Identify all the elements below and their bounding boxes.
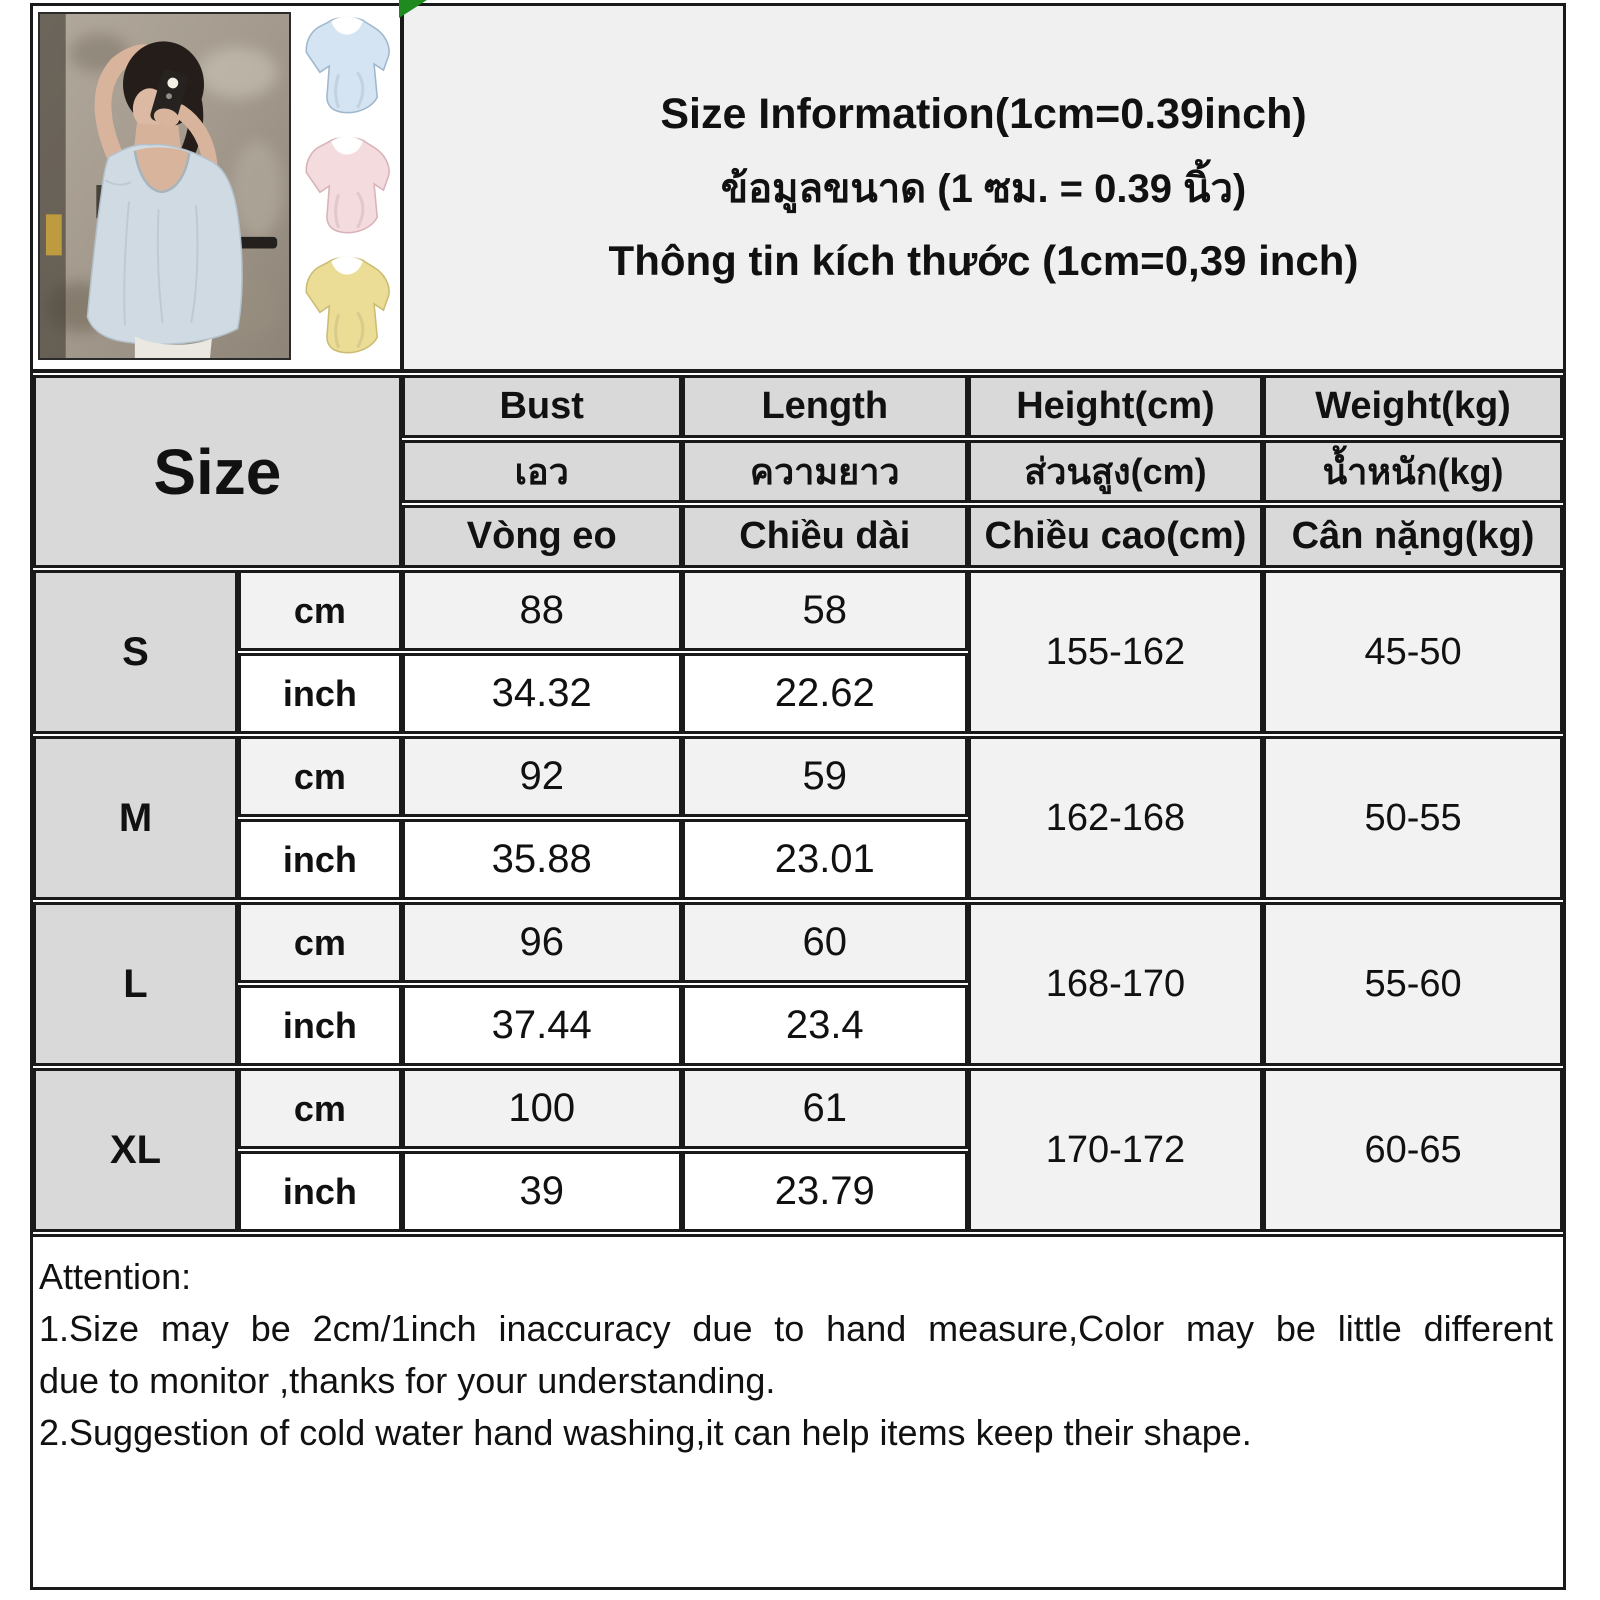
col-header-height-th: ส่วนสูง(cm) [967, 440, 1264, 503]
size-label-L: L [33, 902, 239, 1066]
unit-label-inch: inch [238, 819, 402, 900]
attention-note-1-continued: due to monitor ,thanks for your understa… [39, 1360, 776, 1401]
header-row-english: Size Bust Length Height(cm) Weight(kg) [33, 375, 1563, 568]
unit-label-inch: inch [238, 1151, 402, 1232]
length-cm-XL: 61 [681, 1068, 968, 1149]
attention-note-2: 2.Suggestion of cold water hand washing,… [39, 1412, 1252, 1453]
shirt-swatch-yellow-icon [305, 256, 390, 354]
length-cm-M: 59 [681, 736, 968, 817]
length-inch-XL: 23.79 [681, 1151, 968, 1232]
row-XL-inch: inch 39 23.79 [33, 1151, 1563, 1232]
unit-label-cm: cm [238, 902, 402, 983]
attention-notes: Attention: 1.Size may be 2cm/1inch inacc… [33, 1234, 1563, 1587]
bust-cm-L: 96 [401, 902, 682, 983]
header-row-thai: เอว ความยาว ส่วนสูง(cm) น้ำหนัก(kg) [33, 440, 1563, 503]
col-header-bust-en: Bust [401, 375, 682, 438]
size-chart-panel: Size Information(1cm=0.39inch) ข้อมูลขนา… [30, 0, 1566, 1590]
model-photo [38, 12, 291, 360]
shirt-swatch-blue-icon [305, 16, 390, 114]
length-inch-M: 23.01 [681, 819, 968, 900]
col-header-bust-th: เอว [401, 440, 682, 503]
row-M-cm: M cm 92 59 162-168 50-55 [33, 736, 1563, 900]
model-photo-illustration [40, 14, 289, 358]
col-header-length-en: Length [681, 375, 968, 438]
row-L-inch: inch 37.44 23.4 [33, 985, 1563, 1066]
weight-range-M: 50-55 [1263, 736, 1563, 900]
bust-cm-XL: 100 [401, 1068, 682, 1149]
length-cm-L: 60 [681, 902, 968, 983]
col-header-weight-en: Weight(kg) [1263, 375, 1563, 438]
bust-inch-XL: 39 [401, 1151, 682, 1232]
unit-label-cm: cm [238, 736, 402, 817]
col-header-height-en: Height(cm) [967, 375, 1264, 438]
size-table: Size Bust Length Height(cm) Weight(kg) เ… [33, 373, 1563, 1234]
header-row-vietnamese: Vòng eo Chiều dài Chiều cao(cm) Cân nặng… [33, 505, 1563, 568]
top-band: Size Information(1cm=0.39inch) ข้อมูลขนา… [33, 0, 1563, 373]
title-line-english: Size Information(1cm=0.39inch) [660, 90, 1307, 138]
weight-range-L: 55-60 [1263, 902, 1563, 1066]
height-range-M: 162-168 [967, 736, 1264, 900]
row-L-cm: L cm 96 60 168-170 55-60 [33, 902, 1563, 1066]
size-label-S: S [33, 570, 239, 734]
unit-label-inch: inch [238, 985, 402, 1066]
size-column-header: Size [33, 375, 402, 568]
col-header-weight-th: น้ำหนัก(kg) [1263, 440, 1563, 503]
col-header-length-th: ความยาว [681, 440, 968, 503]
col-header-height-vi: Chiều cao(cm) [967, 505, 1264, 568]
length-inch-S: 22.62 [681, 653, 968, 734]
row-M-inch: inch 35.88 23.01 [33, 819, 1563, 900]
length-inch-L: 23.4 [681, 985, 968, 1066]
attention-heading: Attention: [39, 1256, 192, 1297]
size-label-M: M [33, 736, 239, 900]
bust-cm-S: 88 [401, 570, 682, 651]
title-line-vietnamese: Thông tin kích thước (1cm=0,39 inch) [608, 237, 1359, 284]
col-header-bust-vi: Vòng eo [401, 505, 682, 568]
height-range-S: 155-162 [967, 570, 1264, 734]
height-range-L: 168-170 [967, 902, 1264, 1066]
product-media-cell [33, 6, 404, 369]
height-range-XL: 170-172 [967, 1068, 1264, 1232]
length-cm-S: 58 [681, 570, 968, 651]
green-corner-fold-icon [399, 0, 427, 18]
col-header-length-vi: Chiều dài [681, 505, 968, 568]
size-label-XL: XL [33, 1068, 239, 1232]
unit-label-cm: cm [238, 1068, 402, 1149]
row-XL-cm: XL cm 100 61 170-172 60-65 [33, 1068, 1563, 1232]
weight-range-XL: 60-65 [1263, 1068, 1563, 1232]
shirt-swatch-pink-icon [305, 136, 390, 234]
attention-note-1: 1.Size may be 2cm/1inch inaccuracy due t… [39, 1308, 1553, 1349]
bust-inch-M: 35.88 [401, 819, 682, 900]
title-line-thai: ข้อมูลขนาด (1 ซม. = 0.39 นิ้ว) [720, 167, 1247, 211]
color-variant-swatches [295, 10, 399, 362]
bust-inch-L: 37.44 [401, 985, 682, 1066]
unit-label-cm: cm [238, 570, 402, 651]
unit-label-inch: inch [238, 653, 402, 734]
row-S-inch: inch 34.32 22.62 [33, 653, 1563, 734]
row-S-cm: S cm 88 58 155-162 45-50 [33, 570, 1563, 734]
bust-cm-M: 92 [401, 736, 682, 817]
bust-inch-S: 34.32 [401, 653, 682, 734]
col-header-weight-vi: Cân nặng(kg) [1263, 505, 1563, 568]
title-block: Size Information(1cm=0.39inch) ข้อมูลขนา… [404, 6, 1563, 369]
weight-range-S: 45-50 [1263, 570, 1563, 734]
